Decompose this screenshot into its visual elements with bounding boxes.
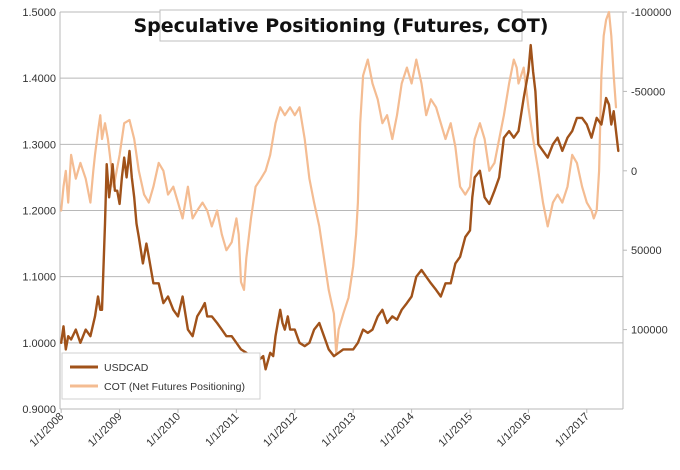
legend: USDCAD COT (Net Futures Positioning) [61,352,261,400]
legend-label-usdcad: USDCAD [104,362,149,374]
cot-line [60,10,618,355]
legend-label-cot: COT (Net Futures Positioning) [104,381,245,393]
cot-series [60,10,618,355]
left-tick-label: 1.0000 [22,338,56,350]
left-tick-label: 0.9000 [22,404,56,416]
chart-title: Speculative Positioning (Futures, COT) [134,15,549,37]
usdcad-series [60,43,620,371]
right-tick-label: 50000 [631,245,662,257]
left-tick-label: 1.3000 [22,139,56,151]
chart-title-box: Speculative Positioning (Futures, COT) [134,9,549,42]
right-y-axis: -100000 -50000 0 50000 100000 [623,7,671,337]
left-tick-label: 1.1000 [22,272,56,284]
right-tick-label: -100000 [631,7,671,19]
right-tick-label: 0 [631,166,637,178]
right-tick-label: 100000 [631,325,668,337]
left-tick-label: 1.2000 [22,206,56,218]
left-y-axis: 0.9000 1.0000 1.1000 1.2000 1.3000 1.4000 1.50… [22,7,56,416]
left-tick-label: 1.4000 [22,73,56,85]
left-tick-label: 1.5000 [22,7,56,19]
right-tick-label: -50000 [631,86,665,98]
usdcad-line [60,43,620,371]
gridlines [59,11,624,410]
